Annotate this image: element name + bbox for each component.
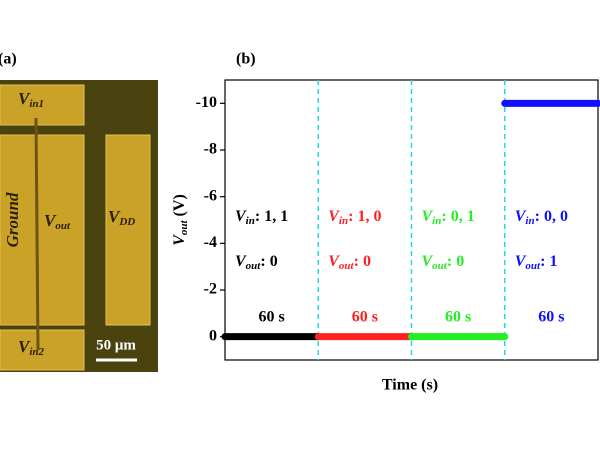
y-tick-label: -8 — [204, 141, 217, 158]
subscript: in — [432, 215, 441, 227]
symbol: V — [422, 208, 434, 225]
annotation-text: : 1, 0 — [348, 208, 381, 225]
symbol: V — [328, 208, 340, 225]
duration-label: 60 s — [259, 309, 285, 326]
subscript: out — [246, 260, 262, 272]
symbol: V — [171, 234, 188, 246]
annotation: Vout: 0 — [328, 253, 371, 272]
symbol: V — [515, 253, 527, 270]
y-tick-label: -2 — [204, 281, 217, 298]
subscript: out — [432, 260, 448, 272]
pad — [0, 329, 85, 371]
symbol: V — [108, 207, 121, 226]
y-tick-label: -4 — [204, 234, 217, 251]
duration-label: 60 s — [352, 309, 378, 326]
pad-label: VDD — [108, 207, 135, 228]
annotation-text: : 0 — [354, 253, 371, 270]
wire — [34, 117, 40, 351]
scale-bar-label: 50 μm — [96, 337, 136, 353]
subscript: in2 — [29, 346, 44, 358]
symbol: V — [515, 208, 527, 225]
symbol: V — [235, 208, 247, 225]
subscript: in — [339, 215, 348, 227]
symbol: V — [422, 253, 434, 270]
annotation: Vout: 1 — [515, 253, 558, 272]
symbol: V — [18, 89, 31, 108]
y-tick-label: -10 — [196, 94, 217, 111]
annotation-text: : 0, 0 — [535, 208, 568, 225]
pad-label: Vout — [44, 211, 71, 232]
y-axis-label: Vout (V) — [171, 194, 190, 246]
annotation: Vin: 1, 0 — [328, 208, 381, 227]
y-tick-label: 0 — [209, 327, 217, 344]
subscript: out — [178, 219, 190, 235]
unit: (V) — [171, 194, 188, 220]
x-axis-label: Time (s) — [382, 377, 438, 394]
pad — [0, 134, 85, 326]
annotation: Vout: 0 — [235, 253, 278, 272]
panel-label: (a) — [0, 51, 17, 68]
annotation-text: : 0 — [260, 253, 277, 270]
subscript: in — [246, 215, 255, 227]
y-tick-label: -6 — [204, 187, 217, 204]
subscript: out — [339, 260, 355, 272]
pad-label: Vin2 — [18, 337, 45, 358]
symbol: V — [235, 253, 247, 270]
subscript: in — [525, 215, 534, 227]
subscript: out — [55, 220, 71, 232]
pad — [0, 84, 85, 126]
pad — [105, 134, 151, 326]
annotation: Vout: 0 — [422, 253, 465, 272]
pad-label: Ground — [3, 192, 22, 247]
symbol: V — [18, 337, 31, 356]
annotation-text: : 0, 1 — [441, 208, 474, 225]
annotation-text: : 1 — [540, 253, 557, 270]
subscript: DD — [118, 216, 135, 228]
annotation-text: : 0 — [447, 253, 464, 270]
panel-label: (b) — [236, 51, 256, 68]
annotation: Vin: 1, 1 — [235, 208, 288, 227]
annotation: Vin: 0, 0 — [515, 208, 568, 227]
annotation-text: : 1, 1 — [255, 208, 288, 225]
duration-label: 60 s — [538, 309, 564, 326]
duration-label: 60 s — [445, 309, 471, 326]
subscript: in1 — [29, 98, 44, 110]
pad-label: Vin1 — [18, 89, 44, 110]
annotation: Vin: 0, 1 — [422, 208, 475, 227]
symbol: V — [44, 211, 57, 230]
symbol: V — [328, 253, 340, 270]
micrograph: Vin1 Vout VDD Ground Vin2 50 μm — [0, 80, 158, 372]
subscript: out — [525, 260, 541, 272]
